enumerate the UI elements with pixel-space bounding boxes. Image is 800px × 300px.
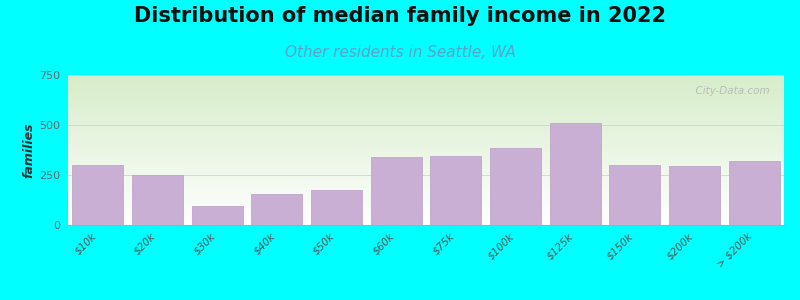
Bar — [73, 165, 123, 225]
Bar — [311, 190, 362, 225]
Bar — [669, 166, 720, 225]
Bar — [371, 157, 422, 225]
Bar — [430, 156, 481, 225]
Bar — [490, 148, 541, 225]
Text: Other residents in Seattle, WA: Other residents in Seattle, WA — [285, 45, 515, 60]
Text: City-Data.com: City-Data.com — [689, 85, 770, 95]
Bar — [132, 175, 183, 225]
Bar — [610, 165, 660, 225]
Bar — [251, 194, 302, 225]
Bar — [550, 123, 601, 225]
Text: Distribution of median family income in 2022: Distribution of median family income in … — [134, 6, 666, 26]
Bar — [729, 161, 779, 225]
Y-axis label: families: families — [22, 122, 35, 178]
Bar — [192, 206, 242, 225]
